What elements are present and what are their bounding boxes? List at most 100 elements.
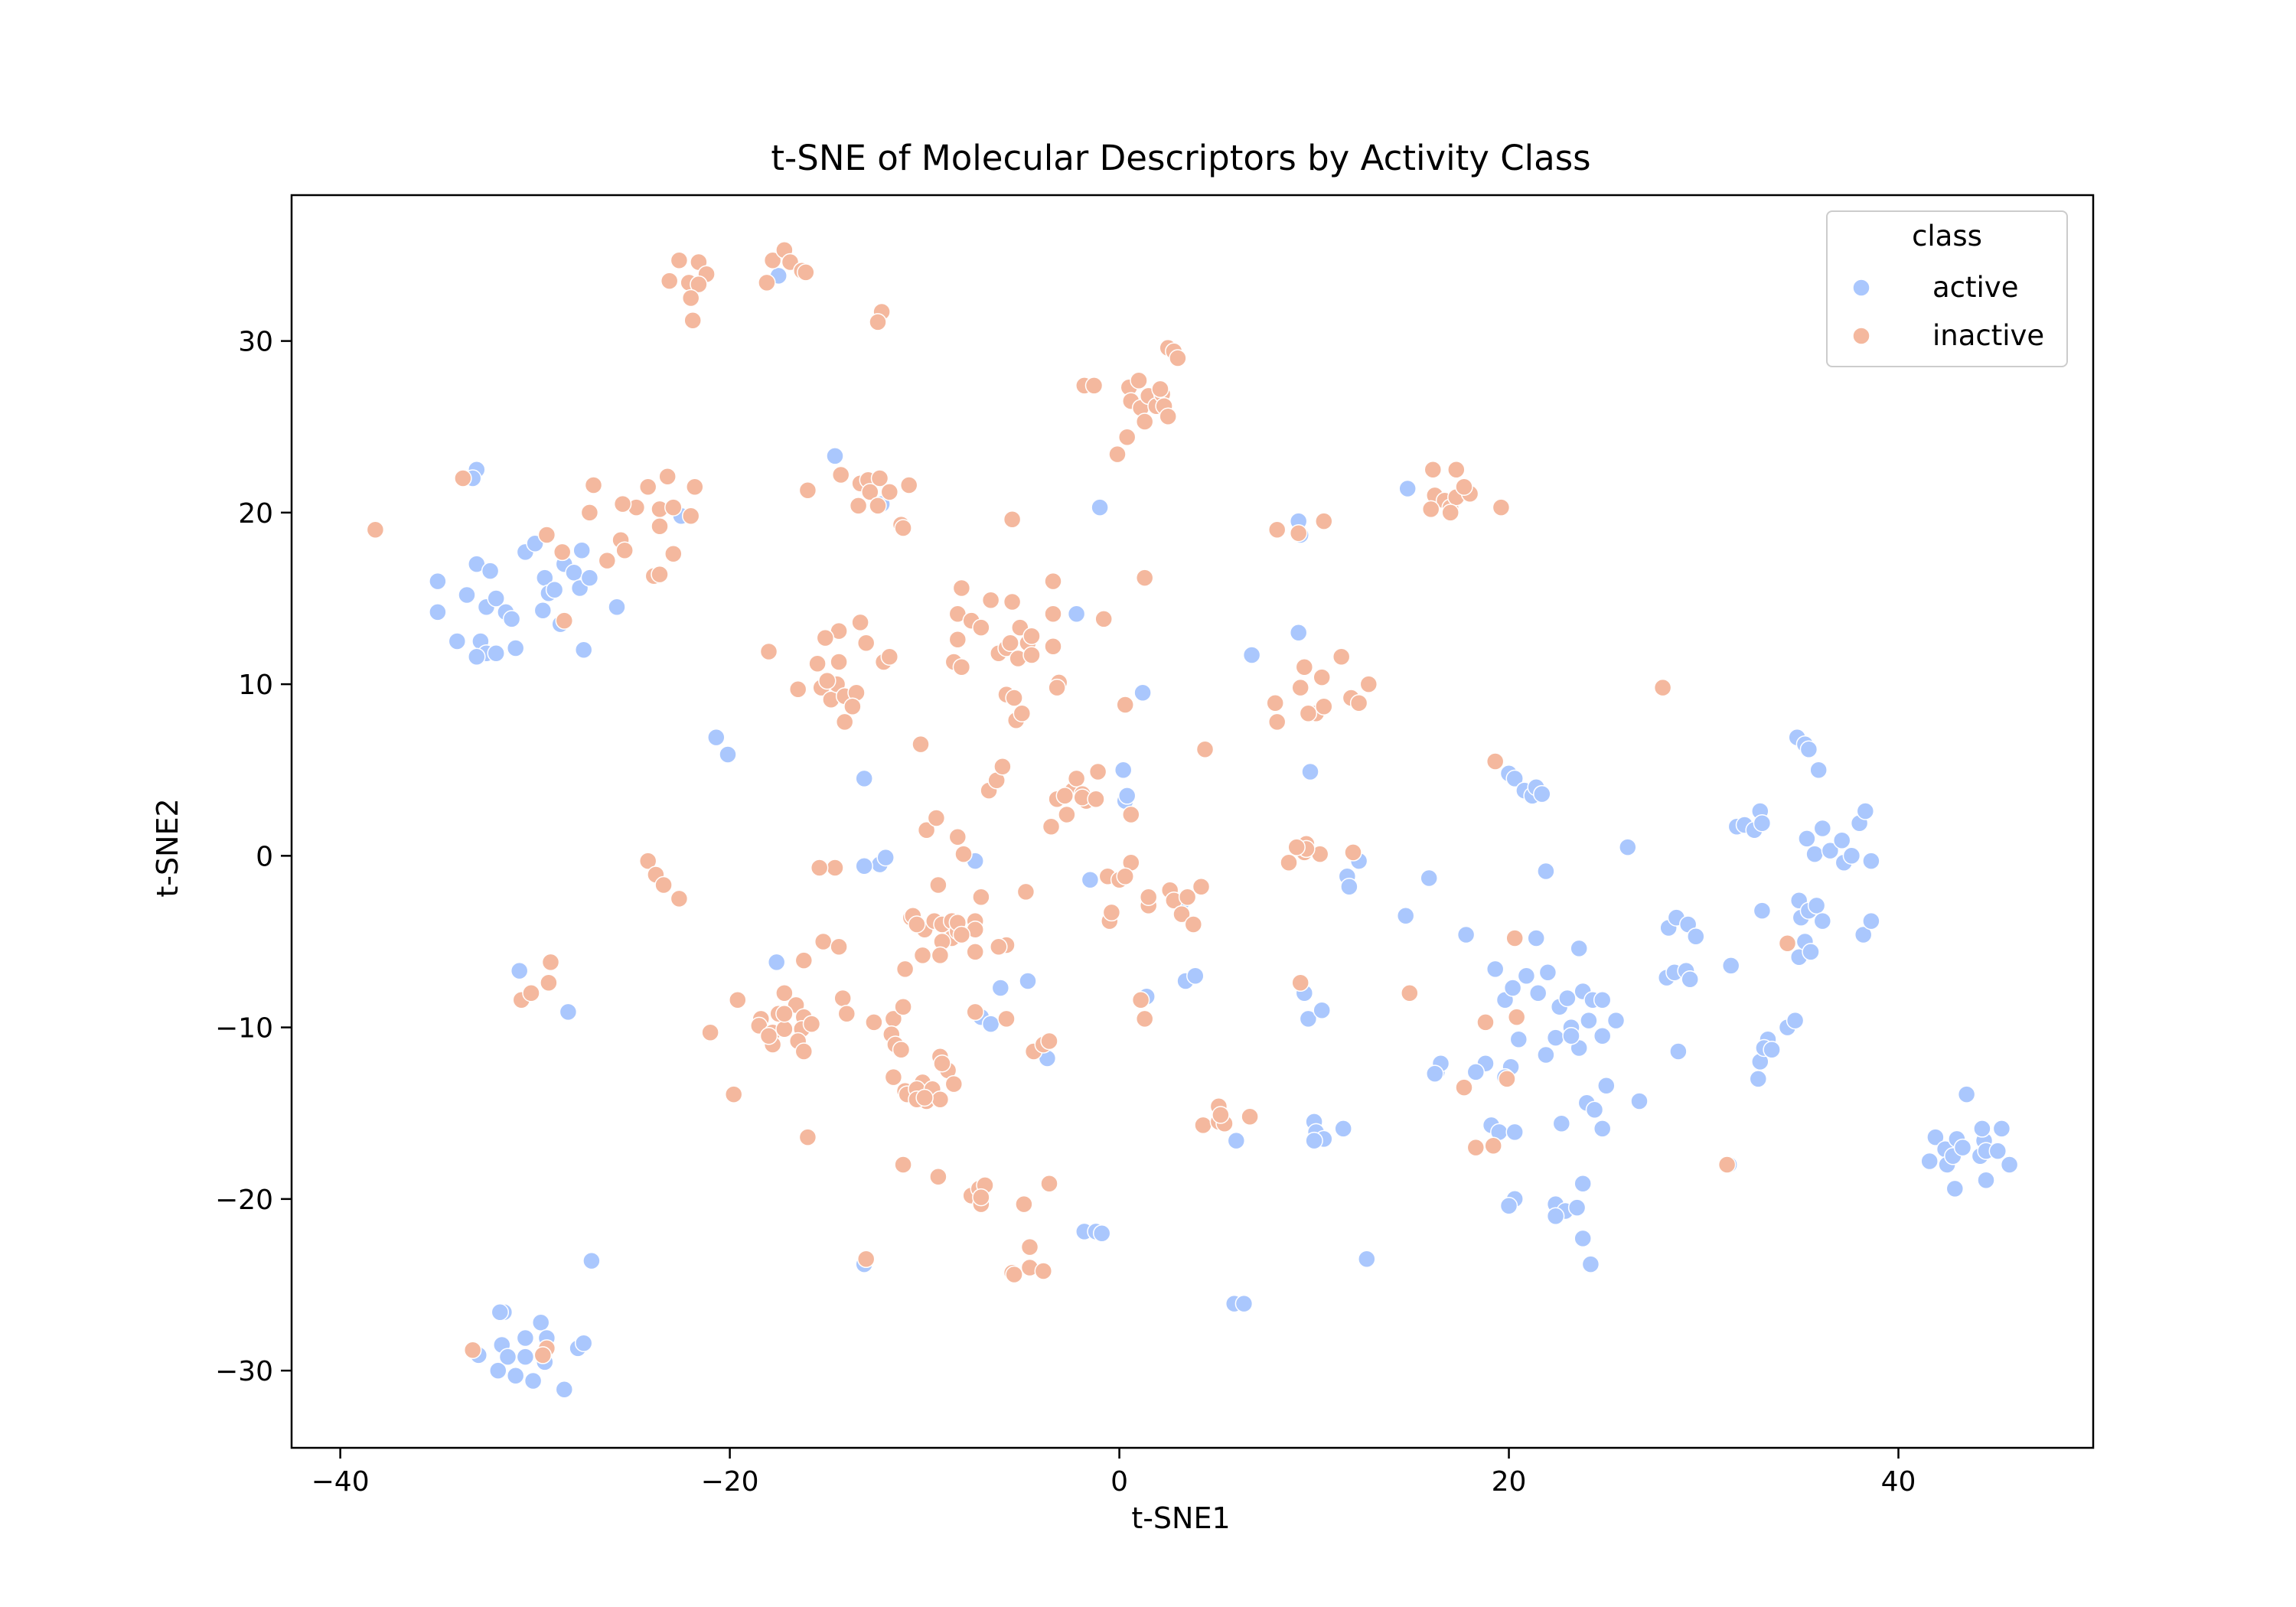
point-active — [498, 1348, 517, 1366]
point-active — [991, 979, 1010, 997]
point-inactive — [1034, 1262, 1053, 1280]
point-active — [1340, 877, 1358, 896]
point-inactive — [1044, 637, 1062, 656]
point-inactive — [1139, 888, 1158, 906]
point-inactive — [861, 483, 879, 501]
point-active — [1813, 911, 1832, 931]
point-active — [533, 601, 553, 620]
point-inactive — [1055, 787, 1075, 805]
point-inactive — [952, 579, 971, 598]
point-inactive — [1172, 905, 1191, 924]
point-active — [1593, 1027, 1612, 1045]
point-active — [448, 632, 467, 650]
point-inactive — [1003, 592, 1022, 611]
point-inactive — [615, 541, 634, 559]
point-active — [1552, 1114, 1571, 1133]
point-inactive — [580, 504, 599, 522]
point-inactive — [366, 520, 385, 539]
point-inactive — [972, 888, 990, 906]
point-inactive — [1195, 740, 1215, 759]
point-inactive — [1505, 929, 1524, 947]
y-axis-label: t-SNE2 — [151, 798, 184, 897]
point-inactive — [1359, 675, 1378, 693]
point-inactive — [701, 1023, 719, 1042]
point-inactive — [794, 951, 814, 970]
point-active — [429, 572, 447, 591]
point-inactive — [664, 544, 683, 563]
point-active — [1396, 907, 1415, 925]
point-active — [1945, 1179, 1965, 1198]
point-active — [1832, 831, 1851, 849]
point-inactive — [454, 469, 472, 487]
point-inactive — [729, 990, 747, 1009]
point-active — [1019, 972, 1037, 990]
point-active — [429, 603, 447, 621]
point-active — [510, 961, 529, 980]
point-active — [855, 857, 873, 875]
point-inactive — [869, 497, 887, 515]
point-active — [1186, 966, 1205, 986]
point-inactive — [1241, 1107, 1259, 1126]
point-active — [1953, 1138, 1972, 1157]
point-active — [1992, 1120, 2011, 1138]
point-inactive — [929, 875, 947, 895]
point-inactive — [1295, 657, 1314, 676]
point-active — [1546, 1028, 1565, 1047]
point-inactive — [724, 1085, 743, 1103]
point-inactive — [856, 1250, 876, 1269]
point-inactive — [1116, 867, 1134, 886]
point-inactive — [908, 915, 926, 934]
point-inactive — [880, 483, 899, 501]
point-active — [1528, 983, 1548, 1002]
point-active — [1546, 1207, 1565, 1226]
point-active — [1505, 1123, 1524, 1142]
point-inactive — [670, 889, 689, 908]
point-inactive — [944, 1074, 964, 1094]
point-active — [1537, 862, 1555, 881]
point-inactive — [1287, 838, 1306, 856]
point-inactive — [1484, 1136, 1502, 1156]
point-inactive — [849, 497, 868, 515]
point-inactive — [835, 712, 854, 732]
point-active — [1821, 841, 1840, 860]
point-inactive — [966, 1002, 984, 1022]
point-active — [1567, 1198, 1587, 1217]
point-inactive — [681, 288, 700, 308]
point-inactive — [522, 983, 540, 1002]
y-tick-label: 10 — [238, 670, 273, 701]
point-inactive — [1289, 524, 1308, 543]
point-active — [1537, 1045, 1555, 1064]
point-inactive — [1001, 634, 1019, 653]
point-inactive — [775, 983, 794, 1002]
point-active — [1798, 830, 1816, 848]
legend-label-inactive: inactive — [1932, 319, 2044, 352]
point-active — [1681, 970, 1699, 989]
point-inactive — [638, 478, 657, 496]
point-inactive — [948, 631, 967, 649]
point-inactive — [1169, 349, 1187, 367]
point-inactive — [814, 932, 833, 951]
point-inactive — [972, 1188, 990, 1207]
point-active — [1289, 624, 1308, 642]
point-inactive — [1016, 882, 1035, 901]
point-active — [1580, 1011, 1598, 1030]
point-inactive — [1122, 805, 1140, 824]
point-inactive — [654, 875, 673, 895]
point-inactive — [865, 1013, 883, 1032]
point-active — [608, 598, 626, 616]
point-active — [1081, 870, 1100, 889]
point-inactive — [1044, 572, 1062, 591]
point-inactive — [895, 960, 915, 979]
legend: class active inactive — [1826, 210, 2068, 367]
point-active — [1509, 1030, 1528, 1049]
point-inactive — [912, 735, 930, 754]
point-inactive — [1344, 843, 1362, 862]
point-inactive — [533, 1346, 553, 1364]
point-active — [1988, 1142, 2007, 1160]
point-active — [559, 1002, 578, 1022]
y-tick-label: 0 — [256, 841, 273, 872]
point-inactive — [664, 498, 683, 517]
point-inactive — [1717, 1156, 1737, 1174]
point-active — [1114, 761, 1133, 779]
point-inactive — [952, 925, 971, 944]
